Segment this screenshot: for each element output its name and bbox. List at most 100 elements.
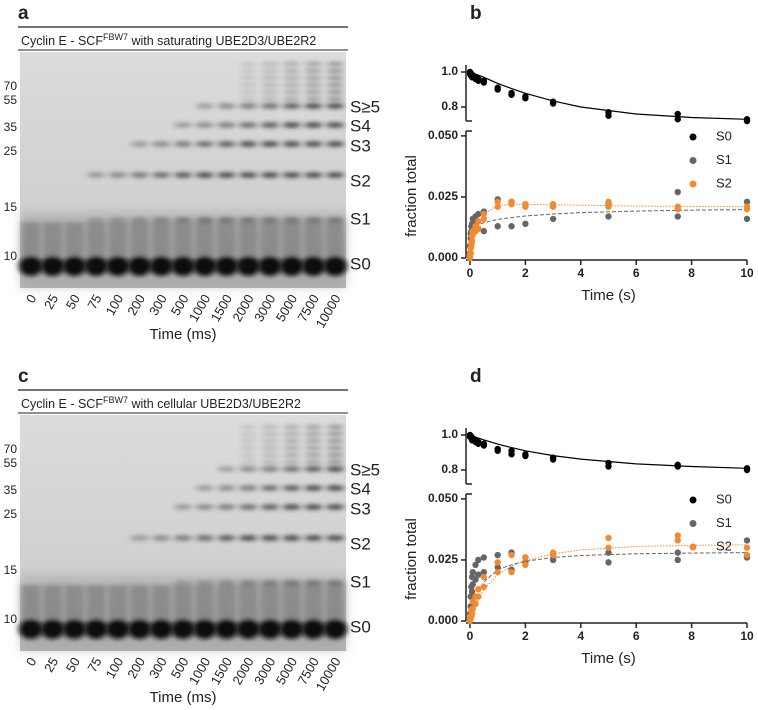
gel-smear — [129, 585, 150, 620]
y2-tick-label: 0.8 — [441, 99, 458, 113]
data-point — [480, 554, 488, 561]
gel-band — [326, 460, 344, 464]
legend-marker — [689, 133, 697, 141]
gel-smear — [86, 585, 106, 620]
gel-band — [195, 485, 214, 491]
gel-band — [239, 97, 257, 101]
band-label: S2 — [350, 171, 371, 190]
gel-band — [127, 256, 152, 276]
data-point — [468, 588, 476, 595]
x-tick-label: 0 — [467, 629, 474, 643]
data-point — [494, 564, 501, 571]
gel-band — [261, 76, 279, 80]
mw-marker: 25 — [4, 507, 18, 521]
data-point — [674, 213, 681, 220]
gel-band — [40, 619, 65, 639]
gel-band — [279, 619, 304, 639]
gel-smear — [194, 585, 215, 620]
gel-band — [282, 97, 301, 101]
gel-band — [260, 122, 280, 128]
gel-smear — [238, 585, 258, 620]
y-axis-label: fraction total — [403, 155, 420, 237]
gel-band — [282, 432, 301, 436]
gel-band — [326, 504, 345, 510]
gel-band — [239, 90, 257, 94]
data-point — [480, 215, 488, 223]
gel-band — [192, 619, 217, 639]
gel-band — [239, 217, 258, 223]
band-label: S4 — [350, 479, 371, 498]
gel-smear — [108, 585, 128, 620]
legend-marker — [689, 496, 697, 504]
gel-smear — [21, 585, 41, 620]
y-tick-label: 0.000 — [428, 250, 458, 264]
gel-band — [326, 535, 345, 541]
gel-band — [326, 172, 345, 178]
panel-letter: d — [470, 366, 482, 387]
gel-band — [260, 466, 280, 472]
gel-band — [257, 619, 282, 639]
fit-line — [469, 434, 748, 469]
gel-band — [84, 256, 109, 276]
data-point — [494, 86, 501, 93]
data-point — [605, 198, 612, 206]
gel-band — [236, 256, 261, 276]
gel-band — [239, 485, 258, 491]
gel-band — [261, 439, 279, 443]
gel-band — [84, 619, 109, 639]
gel-band — [239, 103, 258, 109]
data-point — [475, 210, 482, 218]
gel-smear — [173, 222, 193, 257]
data-point — [605, 213, 612, 220]
band-label: S≥5 — [350, 97, 380, 116]
gel-band — [62, 619, 87, 639]
data-point — [468, 237, 476, 245]
x-tick-label: 8 — [688, 266, 695, 280]
gel-band — [195, 172, 214, 178]
band-label: S4 — [350, 116, 371, 135]
gel-band — [304, 535, 323, 541]
gel-smear — [173, 585, 193, 620]
band-label: S3 — [350, 499, 371, 518]
gel-band — [304, 69, 323, 73]
gel-band — [304, 217, 323, 223]
y2-tick-label: 1.0 — [441, 64, 458, 78]
lane-label: 300 — [146, 292, 170, 318]
gel-band — [326, 69, 344, 73]
gel-smear — [86, 222, 106, 257]
data-point — [674, 188, 681, 196]
gel-band — [304, 62, 323, 66]
gel-band — [304, 432, 323, 436]
gel-band — [195, 217, 214, 223]
data-point — [469, 605, 476, 612]
gel-band — [282, 172, 301, 178]
data-point — [522, 554, 529, 561]
gel-band — [149, 619, 174, 639]
gel-band — [326, 425, 344, 429]
gel-smear — [64, 222, 85, 257]
gel-band — [239, 446, 257, 450]
gel-band — [326, 122, 345, 128]
data-point — [508, 223, 515, 230]
lane-label: 1500 — [208, 655, 235, 688]
data-point — [674, 463, 681, 470]
gel-band — [326, 580, 345, 586]
gel-band — [282, 62, 301, 66]
gel-band — [239, 83, 257, 87]
gel-band — [217, 466, 236, 472]
data-point — [494, 551, 501, 559]
band-label: S1 — [350, 572, 371, 591]
data-point — [605, 544, 612, 551]
lane-label: 200 — [124, 292, 148, 318]
gel-band — [326, 446, 344, 450]
gel-band — [239, 504, 258, 510]
data-point — [743, 205, 751, 213]
gel-smear — [21, 222, 41, 257]
gel-band — [326, 217, 345, 223]
data-point — [674, 205, 681, 213]
gel-band — [304, 141, 323, 147]
gel-smear — [216, 585, 237, 620]
gel-band — [326, 141, 345, 147]
data-point — [743, 466, 751, 474]
